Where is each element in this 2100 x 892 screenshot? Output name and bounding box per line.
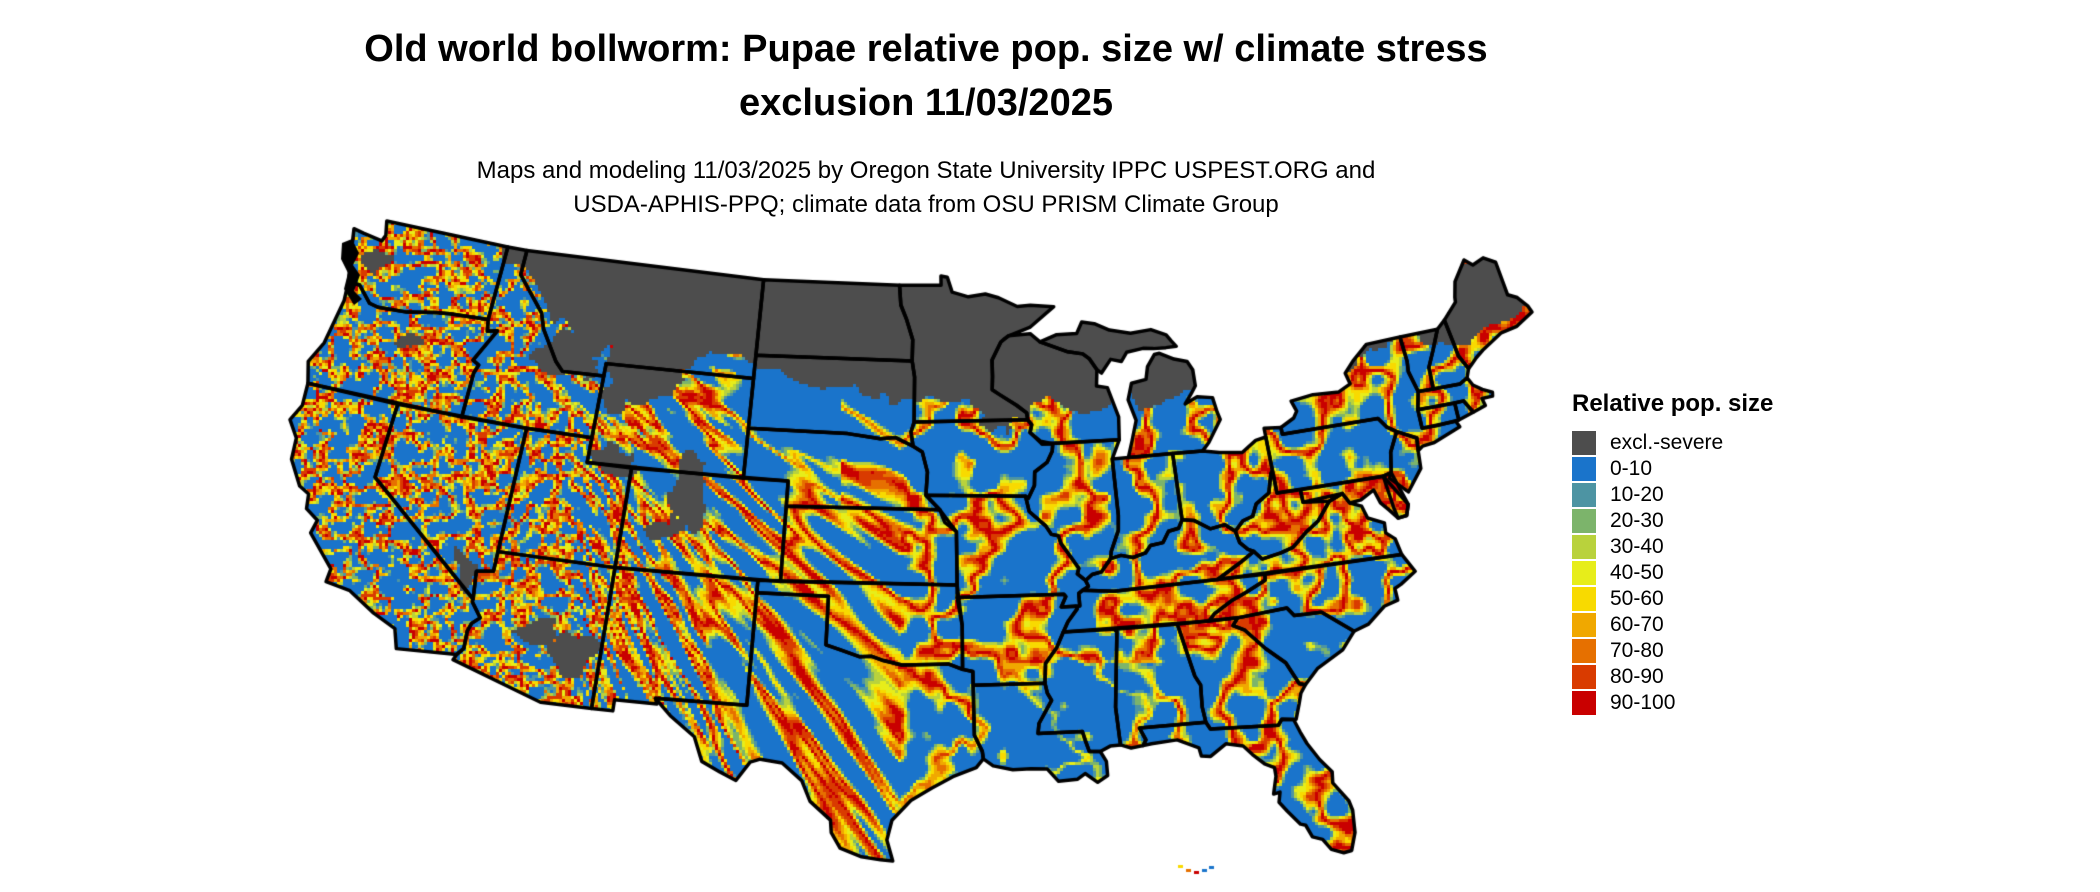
legend-item: 20-30 [1572,508,1773,534]
legend-swatch [1572,535,1596,559]
legend-item-label: 40-50 [1610,561,1664,584]
legend-item: 40-50 [1572,560,1773,586]
legend-swatch [1572,509,1596,533]
legend-swatch [1572,665,1596,689]
legend: Relative pop. size excl.-severe 0-10 10-… [1572,390,1773,716]
legend-item: 80-90 [1572,664,1773,690]
map-subtitle-line1: Maps and modeling 11/03/2025 by Oregon S… [476,157,1376,184]
legend-item-label: 0-10 [1610,457,1653,480]
legend-item: 0-10 [1572,456,1773,482]
legend-title: Relative pop. size [1572,390,1774,417]
map-title-line1: Old world bollworm: Pupae relative pop. … [364,28,1488,70]
legend-swatch [1572,639,1596,663]
legend-item: 90-100 [1572,690,1773,716]
legend-item-label: 60-70 [1610,613,1664,636]
legend-swatch [1572,613,1596,637]
legend-item: 60-70 [1572,612,1773,638]
legend-item-label: excl.-severe [1610,431,1724,454]
legend-swatch [1572,587,1596,611]
legend-swatch [1572,431,1596,455]
header: Old world bollworm: Pupae relative pop. … [0,22,1852,222]
map-subtitle: Maps and modeling 11/03/2025 by Oregon S… [0,154,1852,222]
legend-item-label: 70-80 [1610,639,1664,662]
legend-item-label: 90-100 [1610,691,1676,714]
us-map-canvas [280,213,1542,875]
legend-item-label: 20-30 [1610,509,1664,532]
legend-item: 30-40 [1572,534,1773,560]
legend-item-label: 10-20 [1610,483,1664,506]
legend-item: 50-60 [1572,586,1773,612]
legend-swatch [1572,561,1596,585]
legend-item-label: 30-40 [1610,535,1664,558]
legend-item: excl.-severe [1572,430,1773,456]
legend-item-label: 80-90 [1610,665,1664,688]
legend-item: 70-80 [1572,638,1773,664]
us-map [280,213,1542,875]
legend-swatch [1572,483,1596,507]
legend-item-label: 50-60 [1610,587,1664,610]
map-title-line2: exclusion 11/03/2025 [739,82,1113,124]
legend-swatch [1572,691,1596,715]
legend-swatch [1572,457,1596,481]
legend-item: 10-20 [1572,482,1773,508]
